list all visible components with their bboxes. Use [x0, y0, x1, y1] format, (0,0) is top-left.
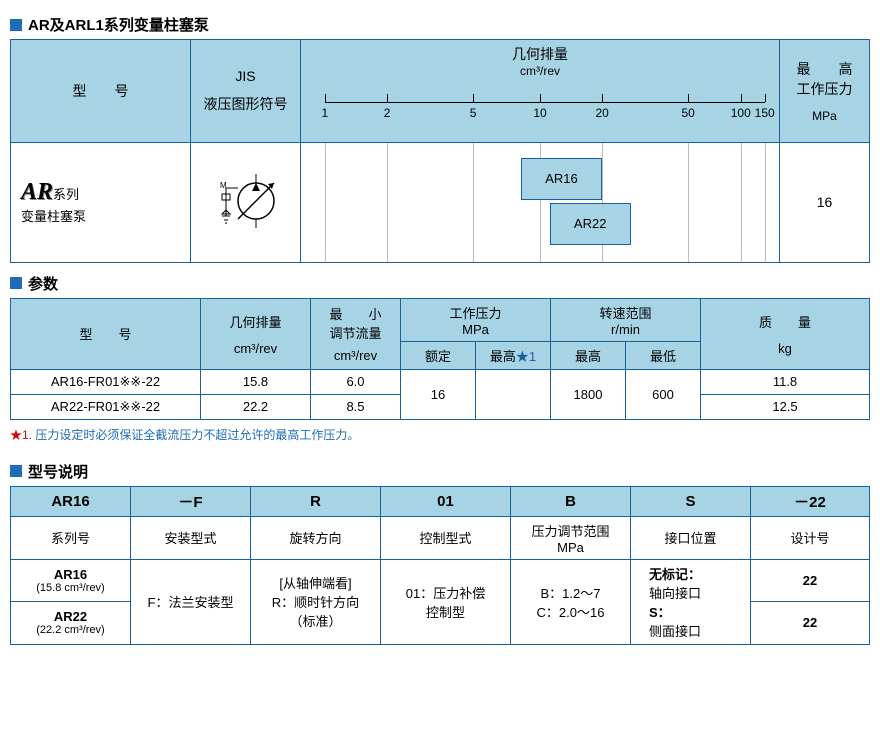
hdr-jis: JIS 液压图形符号 [191, 40, 301, 143]
param-table: 型 号 几何排量 cm³/rev 最 小 调节流量 cm³/rev 工作压力 M… [10, 298, 870, 420]
model-label-cell: 安装型式 [131, 516, 251, 559]
displacement-box: AR16 [521, 158, 602, 200]
model-label-cell: 旋转方向 [251, 516, 381, 559]
ph-wp: 工作压力 MPa [401, 298, 551, 341]
hdr-model: 型 号 [11, 40, 191, 143]
overview-table: 型 号 JIS 液压图形符号 几何排量 cm³/rev 最 高 工作压力 MPa… [10, 39, 870, 263]
model-label-cell: 压力调节范围MPa [511, 516, 631, 559]
param-title: 参数 [10, 273, 870, 294]
pmax-value: 16 [780, 142, 870, 262]
model-title: 型号说明 [10, 461, 870, 482]
model-hdr-cell: B [511, 486, 631, 516]
ph-minflow: 最 小 调节流量 cm³/rev [311, 298, 401, 369]
ph-speed-max: 最高 [551, 341, 626, 369]
model-hdr-cell: S [631, 486, 751, 516]
model-label-cell: 系列号 [11, 516, 131, 559]
rotation-cell: [从轴伸端看] R：顺时针方向 （标准） [251, 559, 381, 644]
model-label-cell: 设计号 [751, 516, 870, 559]
ph-wp-rated: 额定 [401, 341, 476, 369]
jis-symbol-cell: M [191, 142, 301, 262]
scale-cell: 125102050100150 [301, 82, 780, 142]
control-cell: 01：压力补偿 控制型 [381, 559, 511, 644]
mount-cell: F：法兰安装型 [131, 559, 251, 644]
series-subtitle: 变量柱塞泵 [21, 206, 180, 225]
ph-mass: 质 量 kg [701, 298, 870, 369]
ph-speed-min: 最低 [626, 341, 701, 369]
title-square-icon [10, 465, 22, 477]
scale-axis: 125102050100150 [301, 82, 779, 142]
model-hdr-cell: AR16 [11, 486, 131, 516]
model-hdr-cell: －F [131, 486, 251, 516]
displacement-box: AR22 [550, 203, 631, 245]
footnote: ★1. 压力设定时必须保证全截流压力不超过允许的最高工作压力。 [10, 426, 870, 443]
displacement-boxes-cell: AR16AR22 [301, 142, 780, 262]
model-label-cell: 控制型式 [381, 516, 511, 559]
model-hdr-cell: R [251, 486, 381, 516]
model-table: AR16－FR01BS－22 系列号安装型式旋转方向控制型式压力调节范围MPa接… [10, 486, 870, 645]
port-cell: 无标记： 轴向接口 S： 侧面接口 [631, 559, 751, 644]
hydraulic-symbol-icon: M [206, 166, 286, 236]
ph-speed: 转速范围 r/min [551, 298, 701, 341]
design-no-1: 22 [751, 559, 870, 602]
title-square-icon [10, 19, 22, 31]
series-cell: AR系列 变量柱塞泵 [11, 142, 191, 262]
param-row: AR16-FR01※※-2215.86.016180060011.8 [11, 369, 870, 394]
model-label-cell: 接口位置 [631, 516, 751, 559]
model-hdr-cell: －22 [751, 486, 870, 516]
main-title: AR及ARL1系列变量柱塞泵 [10, 14, 870, 35]
hdr-pmax: 最 高 工作压力 MPa [780, 40, 870, 143]
design-no-2: 22 [751, 602, 870, 645]
hdr-displacement: 几何排量 cm³/rev [301, 40, 780, 83]
ph-model: 型 号 [11, 298, 201, 369]
main-title-text: AR及ARL1系列变量柱塞泵 [28, 14, 209, 35]
title-square-icon [10, 277, 22, 289]
series-ar16: AR16 (15.8 cm³/rev) [11, 559, 131, 602]
model-hdr-cell: 01 [381, 486, 511, 516]
series-name: AR系列 [21, 179, 180, 206]
series-ar22: AR22 (22.2 cm³/rev) [11, 602, 131, 645]
pressure-cell: B：1.2～7 C：2.0～16 [511, 559, 631, 644]
svg-text:M: M [220, 181, 227, 190]
ph-wp-max: 最高★1 [476, 341, 551, 369]
ph-disp: 几何排量 cm³/rev [201, 298, 311, 369]
